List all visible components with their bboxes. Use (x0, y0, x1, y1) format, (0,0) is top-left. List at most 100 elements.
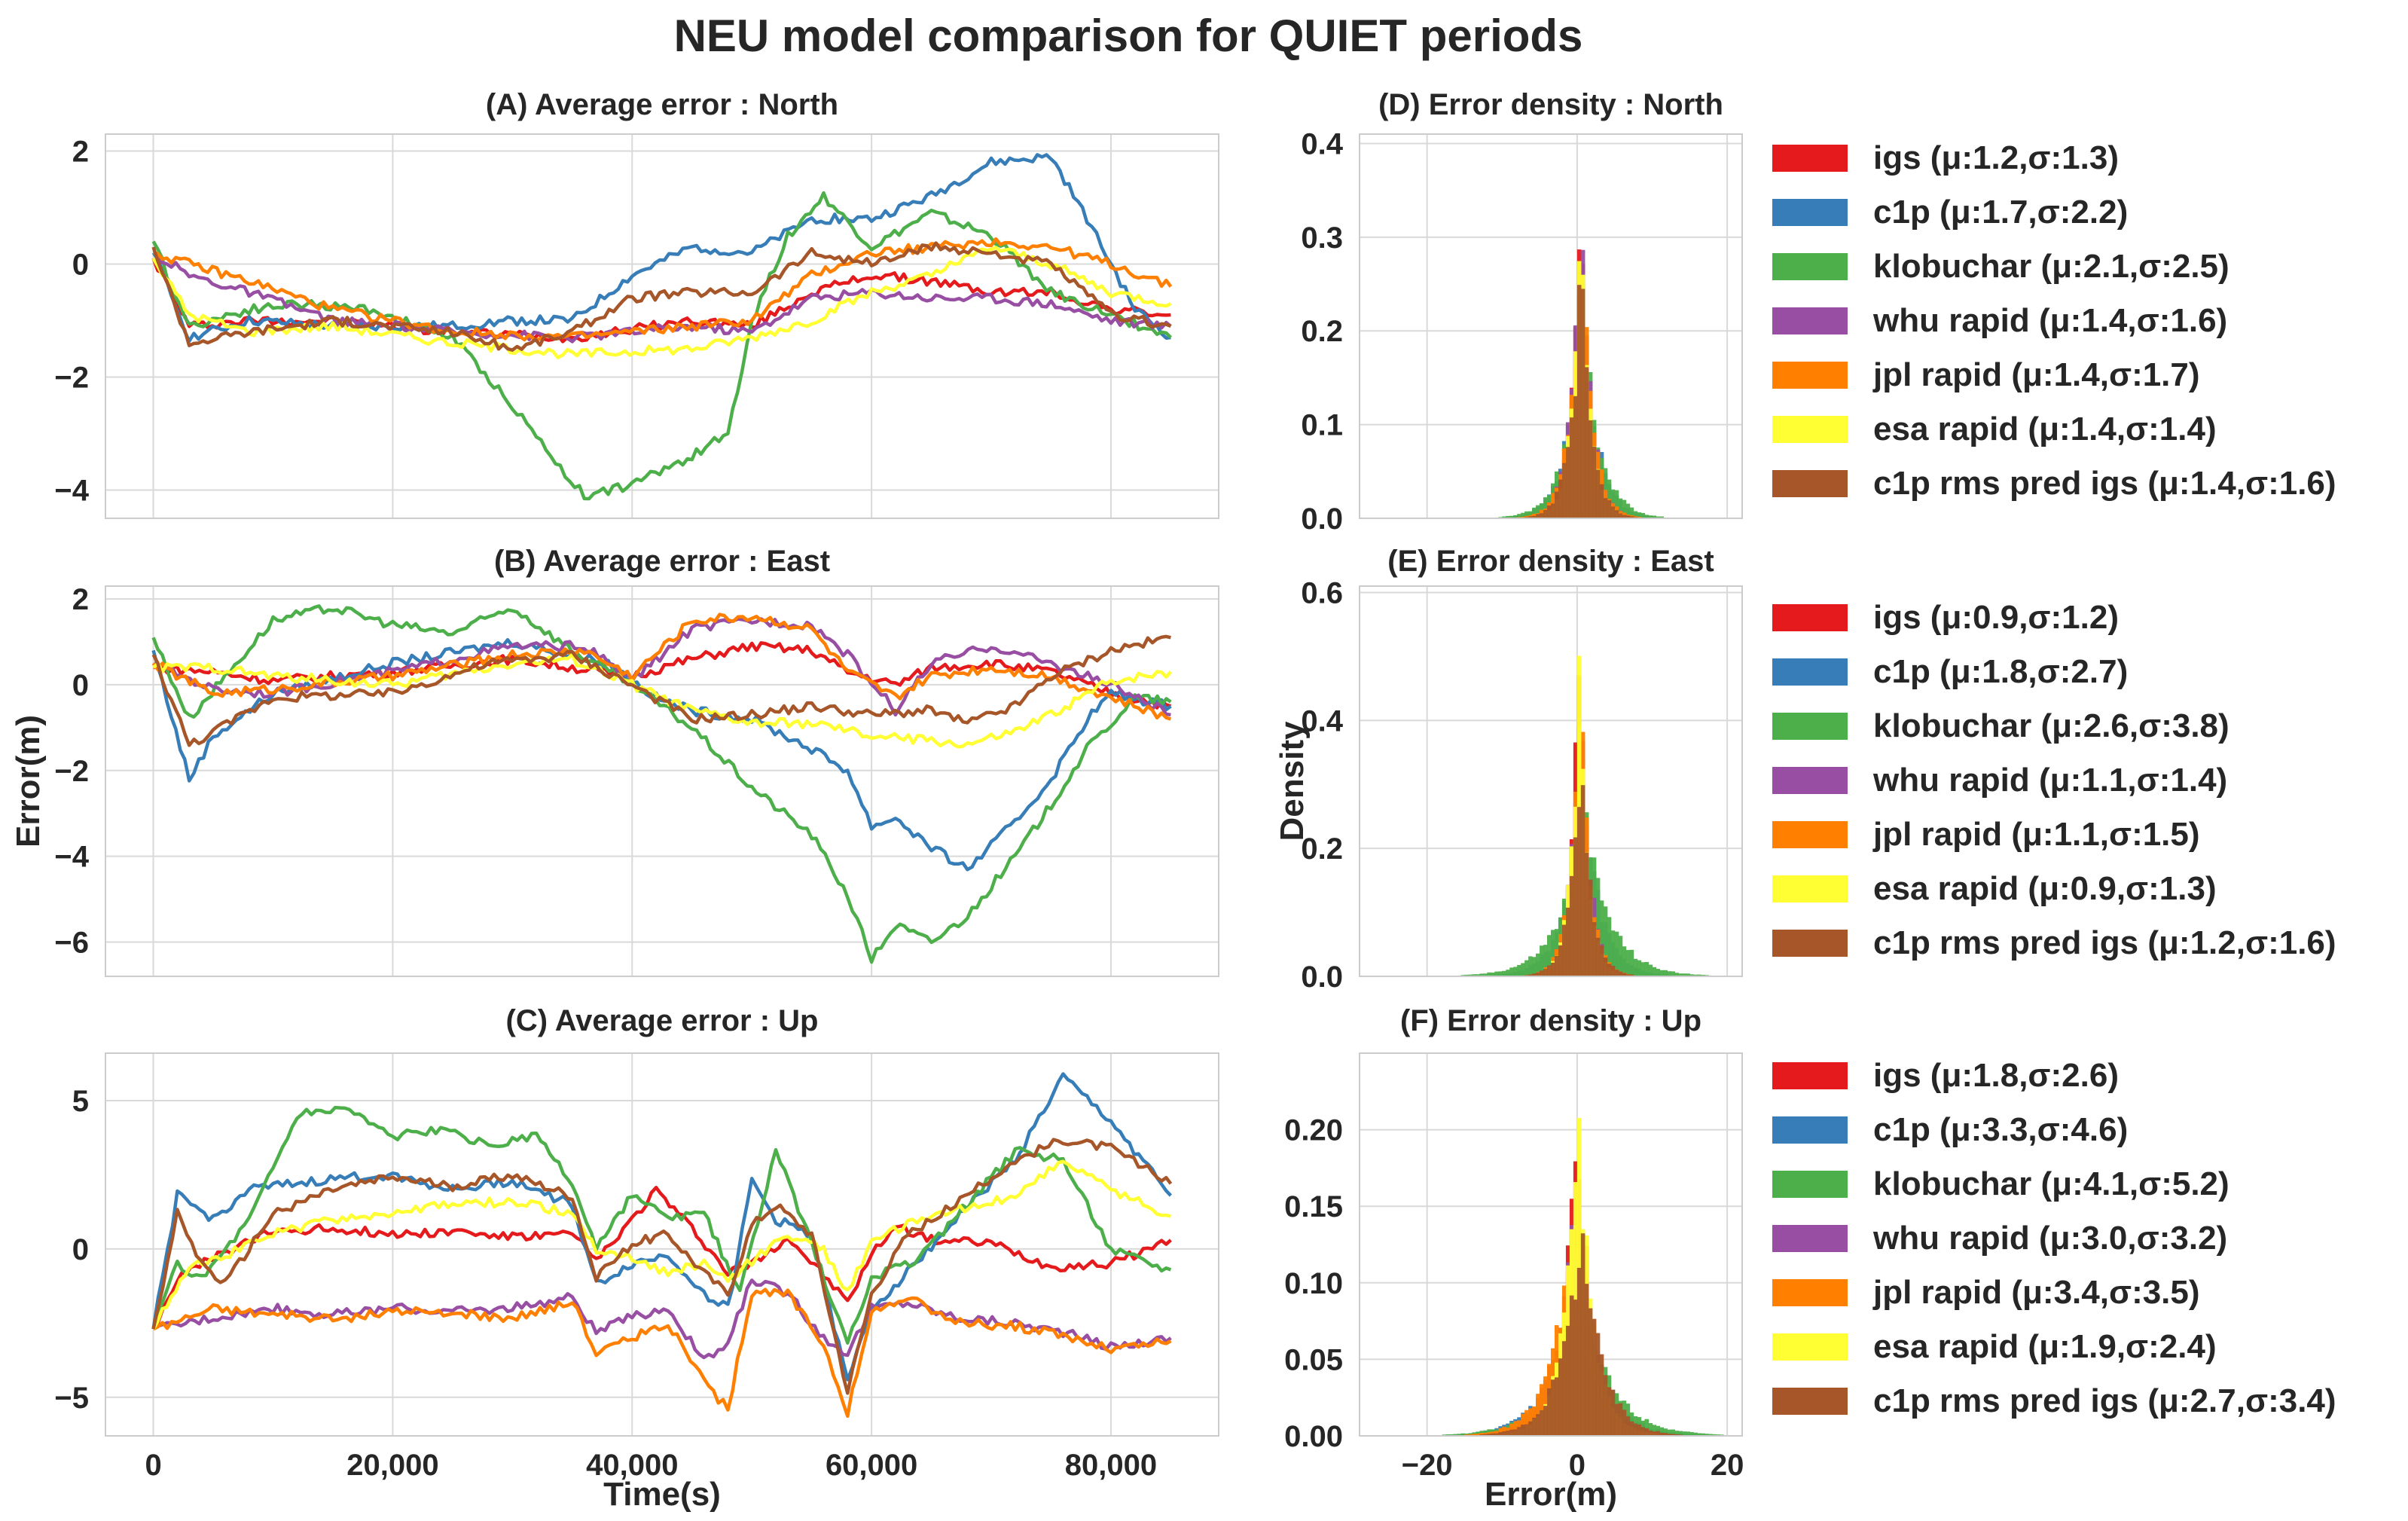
hist-bar (1543, 969, 1548, 976)
hist-bar (1689, 974, 1694, 976)
hist-bar (1532, 973, 1537, 976)
hist-bar (1652, 967, 1657, 976)
panel-title: (D) Error density : North (1378, 88, 1723, 121)
legend-swatch-igs (1772, 604, 1848, 631)
hist-bar (1686, 1431, 1690, 1436)
legend-label-c1p: c1p (μ:3.3,σ:4.6) (1873, 1111, 2128, 1148)
hist-bar (1464, 974, 1470, 976)
hist-bar (1625, 950, 1631, 976)
hist-bar (1644, 515, 1650, 518)
hist-bar (1682, 973, 1686, 976)
ytick-label: 0.2 (1301, 832, 1343, 866)
hist-bar (1479, 973, 1484, 976)
hist-bar (1629, 949, 1634, 976)
hist-bar (1472, 1434, 1476, 1436)
hist-bar (1637, 1424, 1642, 1436)
hist-bar (1584, 852, 1589, 976)
panel-B: 2 0 −2 −4 −6 (B) Average error : East Error(m) (10, 545, 1219, 977)
x-axis-label: Error(m) (1485, 1476, 1617, 1513)
hist-bar (1536, 972, 1540, 976)
series-line-jpl-rapid (151, 612, 1172, 721)
hist-bar (1565, 1325, 1570, 1436)
hist-bar (1543, 497, 1548, 518)
series-line-igs (151, 1186, 1172, 1330)
hist-bar (1536, 514, 1540, 518)
hist-bar (1618, 498, 1623, 518)
plot-area-A (151, 153, 1173, 501)
hist-bar (1536, 1414, 1540, 1436)
hist-bar (1712, 1434, 1717, 1436)
ytick-label: 0.2 (1301, 315, 1343, 348)
legend-label-igs: igs (μ:1.8,σ:2.6) (1873, 1057, 2119, 1094)
axes-frame (105, 133, 1219, 519)
hist-bar (1640, 512, 1646, 518)
hist-bar (1487, 1434, 1491, 1436)
hist-bar (1502, 1431, 1506, 1436)
hist-bar (1697, 1433, 1701, 1436)
legend-E: igs (μ:0.9,σ:1.2) c1p (μ:1.8,σ:2.7) klobuc… (1772, 599, 2336, 961)
hist-bar (1580, 785, 1585, 976)
xtick-label: −20 (1402, 1449, 1453, 1482)
hist-bar (1625, 503, 1631, 518)
hist-bar (1674, 1431, 1679, 1436)
plot-area-C (151, 1072, 1173, 1419)
hist-bar (1494, 1433, 1499, 1436)
hist-bar (1547, 935, 1552, 976)
hist-bar (1633, 1423, 1638, 1436)
hist-bar (1576, 285, 1582, 518)
hist-bar (1667, 1429, 1671, 1436)
panel-F: 0.00 0.05 0.10 0.15 0.20 −20 0 20 (F) Error dens… (1284, 1004, 2336, 1513)
axes-frame (1359, 585, 1743, 977)
hist-bar (1652, 515, 1657, 518)
hist-bar (1678, 973, 1683, 976)
series-line-esa-rapid (151, 1159, 1171, 1330)
legend-label-klobuchar: klobuchar (μ:2.6,σ:3.8) (1873, 707, 2229, 744)
hist-bar (1543, 510, 1548, 518)
hist-bar (1528, 956, 1533, 976)
hist-bar (1517, 964, 1521, 976)
ytick-label: 2 (72, 136, 89, 169)
ytick-label: 0.6 (1301, 576, 1343, 609)
hist-bar (1603, 1375, 1608, 1436)
panel-D: 0.0 0.1 0.2 0.3 0.4 (D) Error density : North… (1301, 88, 2336, 536)
hist-bar (1648, 964, 1653, 976)
hist-bar (1603, 498, 1608, 518)
series-line-c1p-rms-pred-igs (151, 1138, 1173, 1395)
hist-bar (1565, 447, 1570, 518)
hist-bar (1513, 1421, 1518, 1436)
hist-bar (1637, 512, 1642, 518)
hist-bar (1622, 946, 1627, 976)
hist-bar (1629, 516, 1634, 518)
hist-bar (1588, 420, 1593, 518)
hist-bar (1543, 1406, 1548, 1436)
hist-bar (1528, 511, 1533, 518)
axes-frame (1359, 133, 1743, 519)
ytick-label: 0.20 (1284, 1114, 1343, 1147)
legend-swatch-c1p (1772, 658, 1848, 686)
hist-bar (1528, 1421, 1533, 1436)
legend-swatch-esa-rapid (1772, 416, 1848, 443)
hist-bar (1468, 1434, 1473, 1436)
hist-bar (1561, 1341, 1567, 1436)
hist-bar (1540, 1410, 1544, 1436)
ytick-label: 0.10 (1284, 1267, 1343, 1300)
hist-bar (1540, 1384, 1544, 1436)
hist-bar (1671, 971, 1675, 976)
hist-bar (1659, 516, 1665, 518)
ytick-label: 0.3 (1301, 221, 1343, 255)
hist-bar (1595, 469, 1601, 518)
hist-bar (1532, 957, 1537, 976)
figure-title: NEU model comparison for QUIET periods (674, 11, 1583, 61)
legend-swatch-jpl-rapid (1772, 362, 1848, 389)
hist-bar (1445, 1434, 1451, 1436)
x-axis-label: Time(s) (603, 1476, 721, 1513)
legend-label-c1p: c1p (μ:1.7,σ:2.2) (1873, 194, 2128, 231)
hist-bar (1622, 973, 1627, 976)
hist-bar (1476, 1433, 1480, 1436)
hist-bar (1644, 1419, 1650, 1436)
hist-bar (1573, 1300, 1578, 1436)
hist-bar (1674, 1434, 1679, 1436)
hist-bar (1607, 500, 1612, 518)
hist-bar (1659, 1432, 1665, 1436)
